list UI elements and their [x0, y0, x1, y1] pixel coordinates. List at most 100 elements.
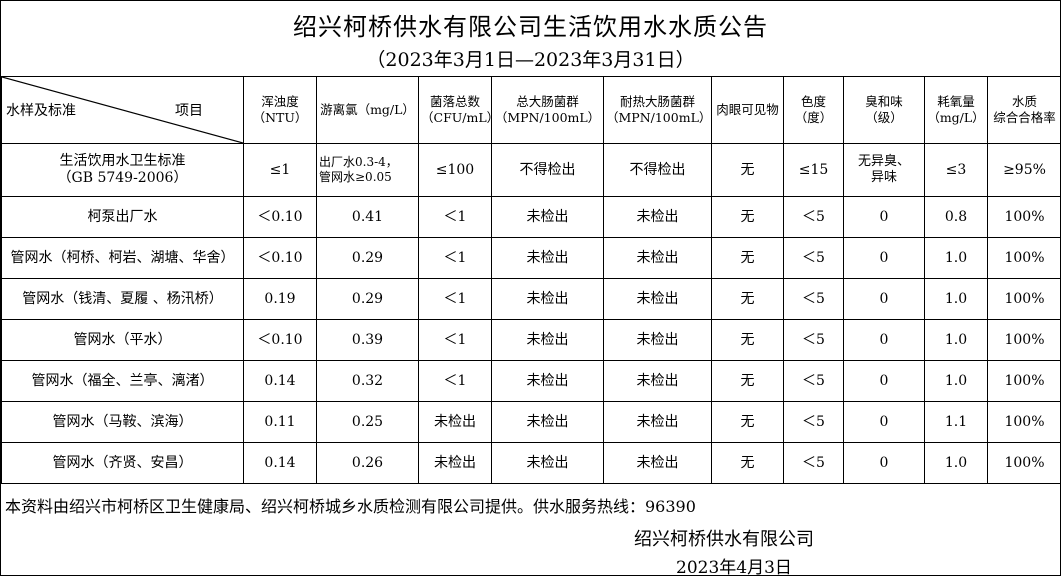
value-cell: ＜1: [419, 279, 492, 320]
value-cell: ＜5: [784, 320, 844, 361]
item-label: 项目: [175, 103, 203, 119]
value-cell: 100%: [988, 320, 1061, 361]
column-header: 色度（度）: [784, 77, 844, 144]
std-cell: ≥95%: [988, 144, 1061, 197]
value-cell: 0.41: [317, 197, 419, 238]
std-cell: ≤100: [419, 144, 492, 197]
value-cell: 0.29: [317, 279, 419, 320]
value-cell: 0: [844, 279, 925, 320]
std-cell: ≤1: [244, 144, 317, 197]
value-cell: ＜1: [419, 320, 492, 361]
value-cell: 未检出: [604, 443, 712, 484]
value-cell: 1.1: [925, 402, 988, 443]
value-cell: ＜0.10: [244, 238, 317, 279]
value-cell: ＜0.10: [244, 197, 317, 238]
value-cell: ＜0.10: [244, 320, 317, 361]
column-header: 浑浊度（NTU）: [244, 77, 317, 144]
value-cell: 0: [844, 402, 925, 443]
value-cell: 100%: [988, 443, 1061, 484]
value-cell: 无: [712, 361, 784, 402]
value-cell: 0.11: [244, 402, 317, 443]
value-cell: 0: [844, 361, 925, 402]
value-cell: 未检出: [604, 320, 712, 361]
value-cell: 0.19: [244, 279, 317, 320]
notice-date: 2023年4月3日: [676, 553, 792, 578]
quality-table: 水样及标准 项目 浑浊度（NTU）游离氯（mg/L）菌落总数（CFU/mL）总大…: [1, 76, 1061, 484]
value-cell: 0: [844, 320, 925, 361]
sample-name: 管网水（马鞍、滨海）: [2, 402, 244, 443]
column-header: 游离氯（mg/L）: [317, 77, 419, 144]
standard-row: 生活饮用水卫生标准（GB 5749-2006） ≤1 出厂水0.3-4，管网水≥…: [2, 144, 1061, 197]
value-cell: 0.39: [317, 320, 419, 361]
value-cell: 无: [712, 238, 784, 279]
value-cell: 1.0: [925, 238, 988, 279]
value-cell: ＜5: [784, 402, 844, 443]
value-cell: 1.0: [925, 443, 988, 484]
sample-name: 管网水（钱清、夏履 、杨汛桥）: [2, 279, 244, 320]
value-cell: 未检出: [604, 361, 712, 402]
value-cell: 100%: [988, 402, 1061, 443]
value-cell: 0.26: [317, 443, 419, 484]
value-cell: 100%: [988, 279, 1061, 320]
sample-name: 管网水（福全、兰亭、漓渚）: [2, 361, 244, 402]
value-cell: 无: [712, 279, 784, 320]
column-header: 菌落总数（CFU/mL）: [419, 77, 492, 144]
value-cell: ＜5: [784, 197, 844, 238]
value-cell: 未检出: [604, 279, 712, 320]
value-cell: 0.14: [244, 443, 317, 484]
value-cell: 0.29: [317, 238, 419, 279]
column-header: 水质综合合格率: [988, 77, 1061, 144]
notice-period: （2023年3月1日—2023年3月31日）: [1, 45, 1060, 72]
value-cell: 0.14: [244, 361, 317, 402]
value-cell: 未检出: [419, 402, 492, 443]
value-cell: 未检出: [492, 238, 604, 279]
value-cell: 1.0: [925, 279, 988, 320]
std-cell: 无: [712, 144, 784, 197]
sample-name: 柯泵出厂水: [2, 197, 244, 238]
value-cell: ＜1: [419, 197, 492, 238]
sample-name: 管网水（齐贤、安昌）: [2, 443, 244, 484]
notice-title: 绍兴柯桥供水有限公司生活饮用水水质公告: [1, 7, 1060, 42]
value-cell: 0: [844, 197, 925, 238]
source-note: 本资料由绍兴市柯桥区卫生健康局、绍兴柯桥城乡水质检测有限公司提供。供水服务热线：…: [5, 493, 696, 517]
value-cell: 未检出: [492, 279, 604, 320]
value-cell: 未检出: [604, 402, 712, 443]
value-cell: 100%: [988, 197, 1061, 238]
header-row: 水样及标准 项目 浑浊度（NTU）游离氯（mg/L）菌落总数（CFU/mL）总大…: [2, 77, 1061, 144]
std-cell: 不得检出: [604, 144, 712, 197]
value-cell: 1.0: [925, 320, 988, 361]
value-cell: ＜5: [784, 443, 844, 484]
value-cell: 0.8: [925, 197, 988, 238]
value-cell: 0: [844, 443, 925, 484]
column-header: 耐热大肠菌群（MPN/100mL）: [604, 77, 712, 144]
value-cell: 无: [712, 443, 784, 484]
std-cell: 不得检出: [492, 144, 604, 197]
sample-name: 管网水（柯桥、柯岩、湖塘、华舍）: [2, 238, 244, 279]
value-cell: 未检出: [419, 443, 492, 484]
value-cell: 无: [712, 320, 784, 361]
value-cell: ＜5: [784, 361, 844, 402]
column-header: 耗氧量（mg/L）: [925, 77, 988, 144]
std-cell: ≤3: [925, 144, 988, 197]
value-cell: 1.0: [925, 361, 988, 402]
value-cell: 0: [844, 238, 925, 279]
company-signature: 绍兴柯桥供水有限公司: [634, 525, 814, 551]
column-header: 肉眼可见物: [712, 77, 784, 144]
value-cell: ＜1: [419, 238, 492, 279]
value-cell: 未检出: [492, 443, 604, 484]
column-header: 臭和味（级）: [844, 77, 925, 144]
value-cell: 0.32: [317, 361, 419, 402]
value-cell: ＜5: [784, 238, 844, 279]
std-cell: ≤15: [784, 144, 844, 197]
value-cell: 未检出: [604, 238, 712, 279]
sample-label: 水样及标准: [6, 103, 76, 119]
column-header: 总大肠菌群（MPN/100mL）: [492, 77, 604, 144]
value-cell: 未检出: [492, 402, 604, 443]
